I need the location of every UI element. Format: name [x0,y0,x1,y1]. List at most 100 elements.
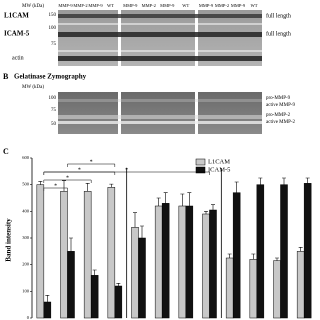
bar [154,205,163,319]
error-bar [258,177,263,185]
band [58,56,262,61]
lane-label: MMP-9 [199,3,214,8]
band [58,32,262,37]
bar [161,203,170,319]
lane-label: MMP-9 [88,3,103,8]
band [58,14,262,18]
bar [107,187,116,319]
lane-label: WT [251,3,258,8]
lane-labels: MMP-9 MMP-2 MMP-9 WT MMP-9 MMP-2 MMP-9 WT MMP-9 M… [58,3,257,8]
legend-swatch [195,166,206,174]
y-tick-label: 600 [22,155,30,160]
legend-swatch [195,158,206,166]
mw-label: MW (kDa) [22,4,44,9]
gel [58,92,118,134]
error-bar [133,212,137,228]
bar [67,251,75,319]
significance-bracket [43,171,210,175]
bar [280,184,288,319]
bar [249,259,258,319]
zymogram [58,92,262,134]
lane-label: WT [107,3,114,8]
lane-label: MMP-9 [231,3,246,8]
error-bar [211,204,215,210]
significance-mark: * [125,167,128,173]
error-bar [116,283,121,286]
mw-mark: 150 [49,13,57,18]
error-bar [140,225,144,238]
error-bar [298,247,303,252]
y-tick-label: 500 [22,182,30,187]
significance-bracket [67,163,116,167]
y-tick-label: 300 [22,235,30,240]
band-label: pro-MMP-2 [266,113,291,118]
bar [303,183,312,319]
mw-mark: 75 [51,108,57,113]
bar [202,213,210,319]
error-bar [62,180,66,192]
panel-label: B [3,72,9,81]
error-bar [251,253,256,260]
row-label: actin [12,55,24,61]
lane-label: MMP-9 [58,3,73,8]
lane-label: MMP-9 [123,3,138,8]
legend-label: ICAM-5 [208,166,230,173]
error-bar [109,183,114,188]
error-bar [180,193,185,206]
error-bar [163,192,168,204]
mw-mark: 50 [51,122,57,127]
bar [83,191,92,319]
band-label: full length [266,12,291,19]
band-label: active MMP-2 [266,120,296,125]
bar [232,192,241,319]
y-tick-label: 0 [27,315,30,320]
lysis-band [58,99,262,102]
error-bar [85,183,90,192]
error-bar [204,211,208,214]
error-bar [92,269,97,276]
lysis-band [58,115,262,119]
bar [256,184,265,319]
mw-label: MW (kDa) [22,85,44,90]
y-tick-label: 200 [22,262,30,267]
mw-mark: 100 [49,26,57,31]
error-bar [156,197,161,206]
bar [178,205,187,319]
y-axis-title: Band intensity [5,218,13,262]
panel-title: Gelatinase Zymography [14,73,87,81]
y-tick-label: 100 [22,288,30,293]
error-bar [282,177,286,185]
bar [225,257,234,319]
significance-mark: * [90,159,93,165]
error-bar [275,257,279,261]
significance-mark: * [66,175,69,181]
error-bar [38,181,43,185]
band-label: full length [266,30,291,37]
bar [273,260,281,319]
bar [131,227,139,319]
lane-label: WT [182,3,189,8]
western-blots [58,10,262,66]
row-label: ICAM-5 [4,30,30,38]
error-bar [187,192,192,206]
bar [90,275,99,319]
bar [185,205,194,319]
lane-label: MMP-2 [73,3,87,8]
gel [198,92,262,134]
error-bar [234,181,239,193]
gel [121,92,195,134]
significance-mark: * [54,183,57,189]
lane-label: MMP-2 [142,3,156,8]
mw-mark: 100 [49,96,57,101]
bar [209,209,217,319]
bar [43,301,52,319]
mw-mark: 75 [51,42,57,47]
y-tick-label: 400 [22,208,30,213]
bar [60,191,68,319]
bar [138,237,146,319]
bar [114,285,123,319]
significance-bracket [43,179,92,183]
lysis-band [58,121,262,124]
